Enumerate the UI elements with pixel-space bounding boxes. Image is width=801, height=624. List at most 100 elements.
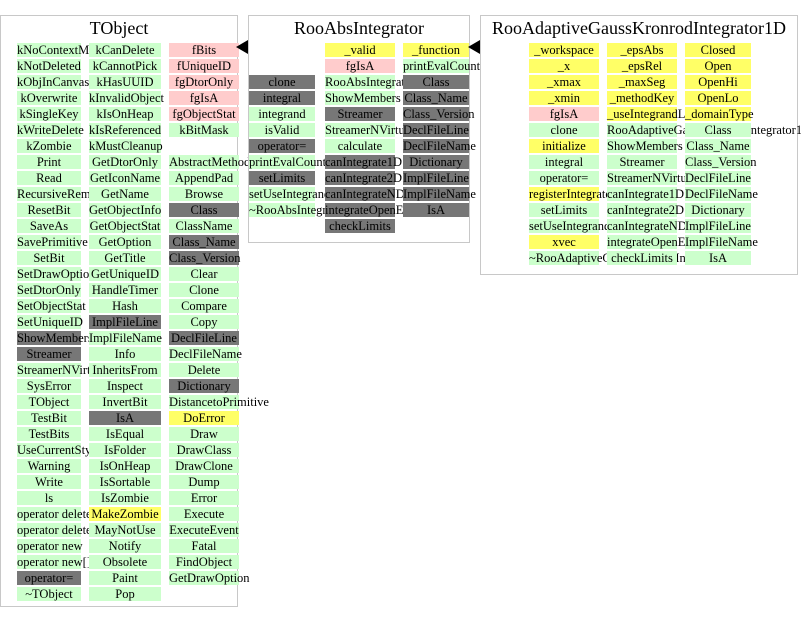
member-label: Draw xyxy=(190,427,218,441)
member-label: DeclFileName xyxy=(169,347,242,361)
member-cell: Copy xyxy=(169,315,239,329)
member-cell: HandleTimer xyxy=(89,283,161,297)
member-cell: Streamer xyxy=(607,155,677,169)
member-cell: setLimits xyxy=(529,203,599,217)
member-label: ~RooAbsIntegrator xyxy=(249,203,347,217)
member-label: fgIsA xyxy=(189,91,219,105)
member-label: kMustCleanup xyxy=(89,139,163,153)
member-label: RecursiveRemove xyxy=(17,187,109,201)
member-cell: DrawClone xyxy=(169,459,239,473)
member-label: integrateOpenEnded xyxy=(607,235,710,249)
member-cell: Class_Version xyxy=(169,251,241,265)
member-cell: ImplFileName xyxy=(403,187,476,201)
member-cell: MakeZombie xyxy=(89,507,161,521)
member-cell: ShowMembers xyxy=(325,91,401,105)
member-cell: checkLimits xyxy=(607,251,677,265)
member-label: HandleTimer xyxy=(91,283,159,297)
member-cell: Closed xyxy=(685,43,751,57)
member-cell: DeclFileName xyxy=(403,139,476,153)
member-label: Dictionary xyxy=(691,203,745,217)
member-cell: fUniqueID xyxy=(169,59,239,73)
member-label: Class xyxy=(704,123,732,137)
member-label: integrateOpenEnded xyxy=(325,203,428,217)
member-label: Dictionary xyxy=(409,155,463,169)
member-cell: kSingleKey xyxy=(17,107,81,121)
member-label: IsEqual xyxy=(105,427,145,441)
member-label: IsA xyxy=(708,251,728,265)
member-cell: IsA xyxy=(89,411,161,425)
member-cell: operator delete xyxy=(17,507,92,521)
member-label: canIntegrate1D xyxy=(325,155,403,169)
member-label: IsOnHeap xyxy=(99,459,151,473)
member-cell: integrand xyxy=(249,107,315,121)
member-label: IsA xyxy=(115,411,135,425)
member-cell: Class xyxy=(403,75,469,89)
member-label: ImplFileLine xyxy=(403,171,469,185)
member-label: fgIsA xyxy=(345,59,375,73)
member-cell: kZombie xyxy=(17,139,81,153)
member-cell: _methodKey xyxy=(607,91,677,105)
member-label: Class_Name xyxy=(172,235,236,249)
member-cell xyxy=(249,59,315,73)
member-label: Execute xyxy=(183,507,225,521)
member-label: Paint xyxy=(112,571,138,585)
member-label: Delete xyxy=(187,363,221,377)
member-label: SetBit xyxy=(33,251,65,265)
member-label: isValid xyxy=(264,123,300,137)
member-label: Warning xyxy=(27,459,71,473)
member-cell: kIsOnHeap xyxy=(89,107,161,121)
member-cell: StreamerNVirtual xyxy=(325,123,414,137)
member-cell: canIntegrateND xyxy=(607,219,687,233)
member-label: IsFolder xyxy=(104,443,146,457)
member-label: _xmin xyxy=(548,91,580,105)
member-label: DrawClass xyxy=(176,443,232,457)
member-cell: ResetBit xyxy=(17,203,81,217)
member-label: fBits xyxy=(191,43,217,57)
member-label: Obsolete xyxy=(102,555,148,569)
member-cell: _workspace xyxy=(529,43,599,57)
member-cell: SysError xyxy=(17,379,81,393)
member-cell: Delete xyxy=(169,363,239,377)
member-cell: fgDtorOnly xyxy=(169,75,239,89)
member-label: Class xyxy=(422,75,450,89)
member-label: ResetBit xyxy=(27,203,71,217)
member-cell: _xmax xyxy=(529,75,599,89)
member-label: DistancetoPrimitive xyxy=(169,395,269,409)
member-label: _useIntegrandLimits xyxy=(607,107,711,121)
member-cell: Dictionary xyxy=(403,155,469,169)
member-cell: SetDrawOption xyxy=(17,267,95,281)
member-label: Inspect xyxy=(106,379,144,393)
inheritance-arrow-icon xyxy=(236,40,248,54)
member-label: _epsRel xyxy=(621,59,663,73)
member-label: FindObject xyxy=(175,555,233,569)
member-label: kIsOnHeap xyxy=(96,107,154,121)
member-label: kNotDeleted xyxy=(17,59,81,73)
member-cell: SetBit xyxy=(17,251,81,265)
member-cell: TObject xyxy=(17,395,81,409)
class-box-0: TObject kNoContextMenu kNotDeleted kObjInCa… xyxy=(0,15,269,607)
member-label: OpenLo xyxy=(697,91,739,105)
member-cell: DeclFileLine xyxy=(169,331,239,345)
member-cell: setLimits xyxy=(249,171,315,185)
member-cell: IsFolder xyxy=(89,443,161,457)
member-label: MayNotUse xyxy=(94,523,156,537)
member-label: Notify xyxy=(108,539,142,553)
member-label: Compare xyxy=(181,299,227,313)
member-cell: kNoContextMenu xyxy=(17,43,107,57)
member-cell: ImplFileLine xyxy=(403,171,469,185)
member-label: Class_Version xyxy=(169,251,241,265)
member-cell: AppendPad xyxy=(169,171,239,185)
member-label: SysError xyxy=(26,379,72,393)
member-label: Fatal xyxy=(191,539,217,553)
member-label: _maxSeg xyxy=(618,75,666,89)
member-label: DeclFileName xyxy=(403,139,476,153)
member-cell: Streamer xyxy=(325,107,395,121)
member-cell: Print xyxy=(17,155,81,169)
member-label: Clone xyxy=(189,283,219,297)
member-cell: Streamer xyxy=(17,347,81,361)
member-cell: Class xyxy=(685,123,751,137)
member-label: StreamerNVirtual xyxy=(325,123,414,137)
member-label: operator= xyxy=(539,171,589,185)
member-cell: integral xyxy=(249,91,315,105)
member-label: DrawClone xyxy=(175,459,233,473)
